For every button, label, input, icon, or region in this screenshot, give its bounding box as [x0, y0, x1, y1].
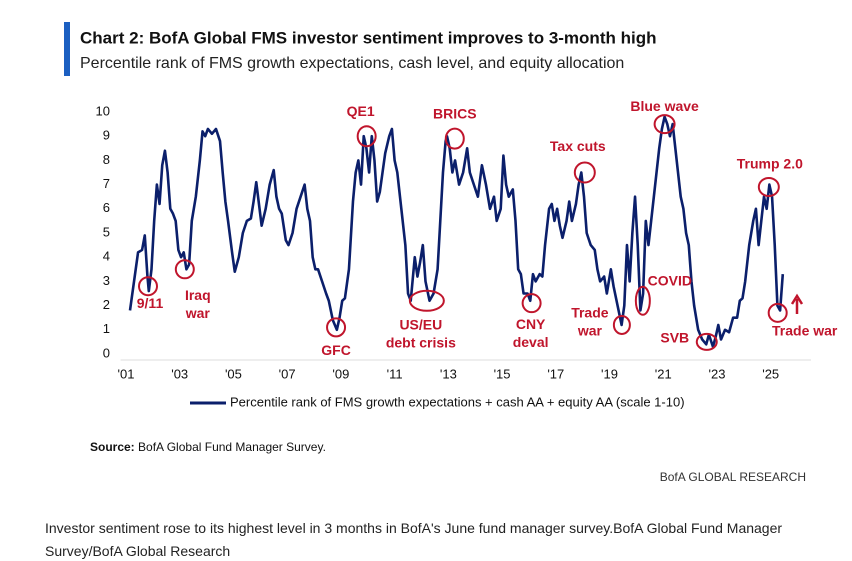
- annotation-label: Tax cuts: [550, 138, 606, 154]
- x-tick-label: '23: [709, 366, 726, 381]
- x-tick-label: '01: [117, 366, 134, 381]
- annotation-circle: [757, 177, 780, 198]
- annotation-circle: [612, 314, 631, 335]
- annotation-label: Trade: [571, 305, 609, 321]
- annotation-label: CNY: [516, 316, 546, 332]
- y-tick-label: 4: [103, 249, 110, 264]
- x-tick-label: '03: [171, 366, 188, 381]
- x-tick-label: '07: [279, 366, 296, 381]
- y-tick-label: 2: [103, 297, 110, 312]
- x-tick-label: '25: [762, 366, 779, 381]
- annotation-label: Blue wave: [630, 98, 699, 114]
- source: Source: BofA Global Fund Manager Survey.: [90, 440, 326, 454]
- x-tick-label: '17: [547, 366, 564, 381]
- source-text: BofA Global Fund Manager Survey.: [138, 440, 326, 454]
- chart-subtitle: Percentile rank of FMS growth expectatio…: [80, 55, 624, 72]
- x-tick-label: '05: [225, 366, 242, 381]
- x-tick-label: '09: [332, 366, 349, 381]
- annotation-circle: [408, 289, 445, 312]
- y-tick-label: 0: [103, 345, 110, 360]
- annotation-label: war: [185, 305, 211, 321]
- annotation-circle: [174, 259, 195, 280]
- up-arrow: [790, 293, 804, 314]
- source-label: Source:: [90, 440, 135, 454]
- y-tick-label: 10: [96, 103, 110, 118]
- annotation-label: US/EU: [399, 316, 442, 332]
- annotation-label: QE1: [347, 103, 375, 119]
- x-tick-label: '19: [601, 366, 618, 381]
- annotation-circle: [138, 276, 159, 297]
- annotation-label: BRICS: [433, 105, 477, 121]
- annotation-label: GFC: [321, 342, 351, 358]
- annotation-circle: [767, 302, 788, 323]
- annotation-circle: [356, 125, 377, 148]
- annotation-circle: [444, 127, 465, 150]
- y-tick-label: 5: [103, 224, 110, 239]
- annotation-label: debt crisis: [386, 334, 456, 350]
- y-tick-label: 1: [103, 321, 110, 336]
- annotation-label: 9/11: [137, 295, 164, 311]
- x-tick-label: '15: [494, 366, 511, 381]
- annotation-circle: [326, 317, 347, 338]
- x-tick-label: '11: [387, 366, 403, 381]
- annotation-label: COVID: [648, 272, 692, 288]
- series-line: [128, 115, 785, 349]
- annotation-label: SVB: [660, 330, 689, 346]
- annotation-circle: [695, 332, 718, 351]
- brand: BofA GLOBAL RESEARCH: [660, 470, 806, 484]
- x-tick-label: '13: [440, 366, 457, 381]
- y-tick-label: 7: [103, 176, 110, 191]
- annotation-label: war: [577, 323, 603, 339]
- annotation-circle: [521, 293, 542, 314]
- y-tick-label: 6: [103, 200, 110, 215]
- x-tick-label: '21: [655, 366, 672, 381]
- annotation-circle: [573, 161, 596, 184]
- y-tick-label: 8: [103, 152, 110, 167]
- legend-label: Percentile rank of FMS growth expectatio…: [230, 394, 685, 409]
- y-tick-label: 9: [103, 128, 110, 143]
- title-accent: [64, 22, 70, 76]
- annotation-circle: [634, 285, 651, 316]
- annotation-label: Iraq: [185, 287, 211, 303]
- y-tick-label: 3: [103, 273, 110, 288]
- caption: Investor sentiment rose to its highest l…: [45, 520, 783, 559]
- annotation-label: Trade war: [772, 323, 838, 339]
- annotation-label: deval: [513, 334, 549, 350]
- annotation-label: Trump 2.0: [737, 156, 803, 172]
- annotation-circle: [653, 114, 676, 135]
- chart-title: Chart 2: BofA Global FMS investor sentim…: [80, 28, 656, 47]
